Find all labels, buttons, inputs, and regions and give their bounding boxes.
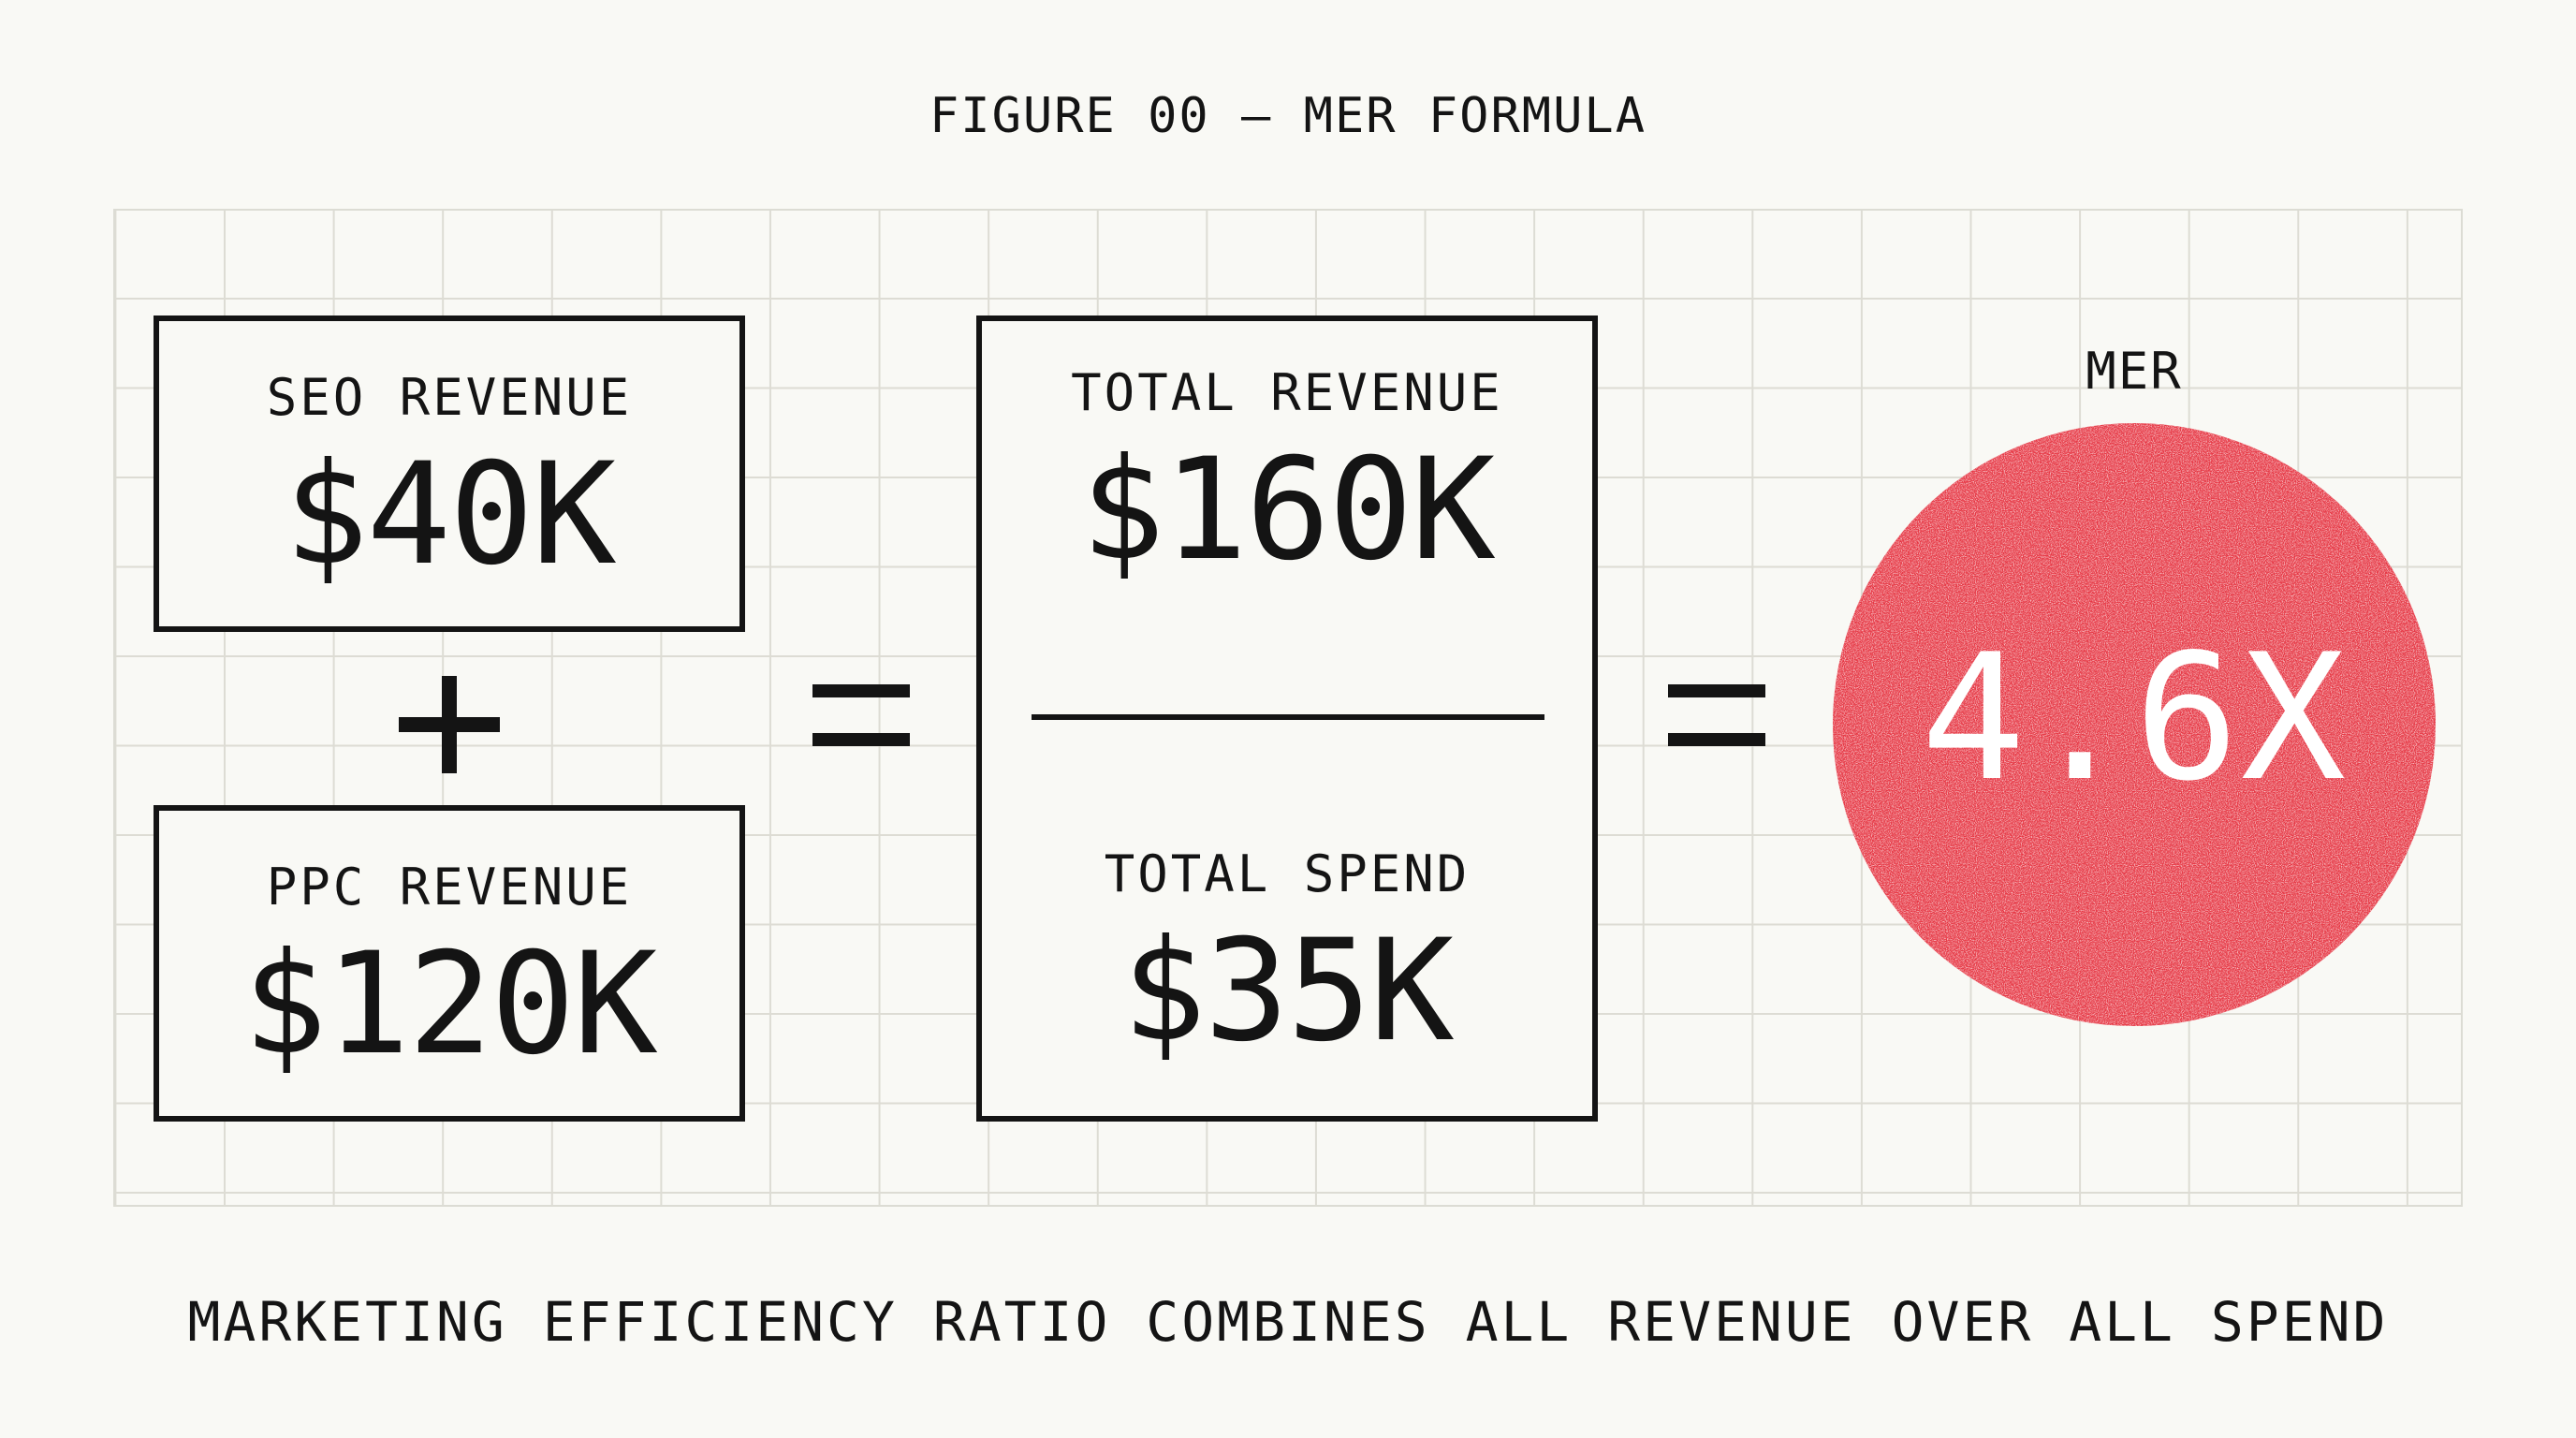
ppc-revenue-value: $120K (242, 923, 658, 1086)
seo-revenue-label: SEO REVENUE (266, 368, 633, 427)
ppc-revenue-box: PPC REVENUE $120K (154, 805, 745, 1122)
figure-caption: MARKETING EFFICIENCY RATIO COMBINES ALL … (187, 1290, 2389, 1354)
mer-circle (1833, 423, 2436, 1026)
total-revenue-label: TOTAL REVENUE (1071, 363, 1503, 422)
mer-value: 4.6X (1921, 616, 2348, 819)
mer-label: MER (2086, 342, 2183, 401)
seo-revenue-value: $40K (284, 433, 616, 596)
ppc-revenue-label: PPC REVENUE (266, 858, 633, 917)
plus-icon (384, 655, 515, 796)
figure-title: FIGURE 00 — MER FORMULA (929, 88, 1647, 144)
total-revenue-value: $160K (1080, 429, 1496, 592)
total-spend-label: TOTAL SPEND (1104, 844, 1471, 903)
equals-icon (812, 684, 910, 750)
seo-revenue-box: SEO REVENUE $40K (154, 315, 745, 632)
total-spend-value: $35K (1121, 910, 1454, 1073)
fraction-divider (1032, 714, 1544, 720)
equals-icon (1668, 684, 1765, 750)
